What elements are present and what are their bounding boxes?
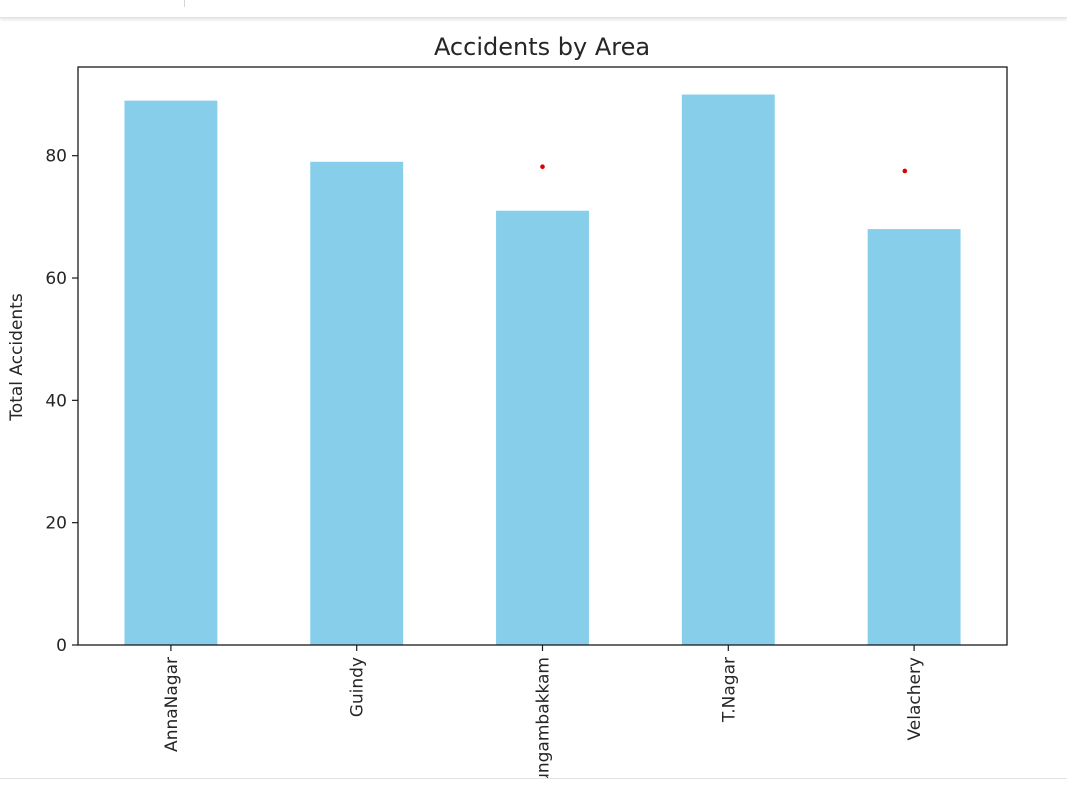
cell-divider-tick [184,0,185,7]
y-axis-ticks: 0 20 40 60 80 [45,147,78,656]
y-tick-label-40: 40 [45,391,67,411]
x-tick-label-guindy: Guindy [348,657,368,717]
x-tick-label-nungambakkam: Nungambakkam [534,657,554,786]
x-tick-label-annanagar: AnnaNagar [162,657,182,752]
markers-group [540,164,908,174]
bar-velachery [867,229,961,645]
bar-t-nagar [681,94,775,646]
y-tick-label-0: 0 [56,636,67,656]
x-tick-label-t-nagar: T.Nagar [719,657,739,723]
plot-area-frame [77,66,1008,646]
bars-group [124,94,961,646]
x-tick-label-velachery: Velachery [905,657,925,741]
y-tick-label-80: 80 [45,147,67,167]
bar-guindy [310,161,404,645]
red-dot-marker-2 [902,168,908,174]
bar-nungambakkam [496,210,589,645]
y-axis-label: Total Accidents [7,293,27,422]
chart-title: Accidents by Area [434,33,650,61]
y-tick-label-20: 20 [45,514,67,534]
x-axis-ticks: AnnaNagar Guindy Nungambakkam T.Nagar Velach… [162,645,925,786]
notebook-cell-top-border [0,0,1067,18]
y-tick-label-60: 60 [45,269,67,289]
red-dot-marker-1 [540,164,545,169]
notebook-cell-bottom-border [0,778,1067,779]
bar-annanagar [124,100,218,646]
